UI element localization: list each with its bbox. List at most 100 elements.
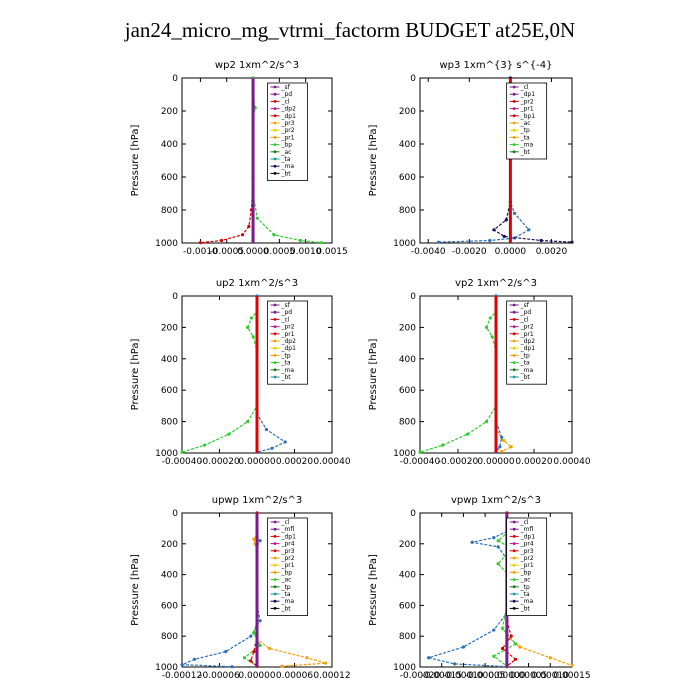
series-point bbox=[283, 440, 287, 444]
plot-frame bbox=[181, 77, 333, 244]
legend-entry: _pr1 bbox=[281, 562, 295, 569]
series-point bbox=[249, 316, 253, 320]
legend-entry: _pr3 bbox=[520, 548, 534, 555]
series-point bbox=[298, 238, 303, 243]
legend-marker bbox=[273, 150, 277, 154]
series-point bbox=[249, 659, 253, 663]
legend-marker bbox=[512, 339, 516, 343]
legend-entry: _bt bbox=[281, 374, 292, 381]
x-tick-label: -0.00040 bbox=[400, 457, 441, 467]
series-point bbox=[500, 449, 504, 454]
x-tick-label: 0.00000 bbox=[238, 671, 275, 681]
legend-entry: _cl bbox=[281, 519, 290, 526]
legend-entry: _ac bbox=[520, 120, 531, 127]
y-tick-label: 1000 bbox=[155, 239, 178, 249]
legend-entry: _pd bbox=[281, 91, 293, 98]
legend-marker bbox=[512, 346, 516, 350]
legend-entry: _bt bbox=[281, 170, 292, 177]
y-tick-label: 200 bbox=[399, 323, 416, 333]
y-tick-label: 1000 bbox=[393, 239, 416, 249]
x-tick-label: 0.0010 bbox=[290, 247, 322, 257]
series-point bbox=[512, 211, 517, 215]
legend-marker bbox=[273, 520, 277, 524]
series-point bbox=[227, 432, 231, 436]
x-tick-label: -0.00010 bbox=[443, 671, 484, 681]
legend-entry: _ac bbox=[281, 149, 292, 156]
legend-marker bbox=[512, 556, 516, 560]
x-tick-label: 0.00012 bbox=[313, 671, 350, 681]
series-point bbox=[240, 233, 245, 237]
legend-entry: _pr3 bbox=[281, 548, 295, 555]
y-tick-label: 400 bbox=[399, 571, 416, 581]
chart-panel-4: vp2 1xm^2/s^3 0 200 400 600 800 1000-0.00040-0… bbox=[368, 278, 591, 467]
x-tick-label: 0.0005 bbox=[264, 247, 296, 257]
x-tick-label: -0.00020 bbox=[438, 457, 479, 467]
y-axis-label: Pressure [hPa] bbox=[130, 554, 141, 626]
legend-marker bbox=[512, 368, 516, 372]
y-tick-label: 400 bbox=[161, 140, 178, 150]
series-point bbox=[418, 450, 422, 454]
legend-entry: _pr2 bbox=[520, 555, 534, 562]
legend-marker bbox=[512, 354, 516, 357]
legend-marker bbox=[512, 563, 516, 567]
x-tick-label: 0.00000 bbox=[488, 671, 525, 681]
series-point bbox=[484, 325, 489, 329]
y-axis-label: Pressure [hPa] bbox=[368, 554, 379, 626]
legend-entry: _sf bbox=[281, 302, 291, 309]
y-tick-label: 600 bbox=[161, 173, 178, 183]
series-point bbox=[436, 240, 441, 244]
legend-entry: _ma bbox=[281, 163, 295, 170]
legend-entry: _pr2 bbox=[520, 324, 534, 331]
legend-entry: _pr1 bbox=[520, 331, 534, 338]
y-tick-label: 0 bbox=[172, 74, 178, 84]
series-point bbox=[570, 240, 574, 244]
series-point bbox=[490, 335, 494, 339]
legend-marker bbox=[512, 107, 516, 110]
legend-marker bbox=[512, 143, 516, 147]
legend-marker bbox=[512, 150, 516, 154]
legend-entry: _pr2 bbox=[520, 98, 534, 105]
legend-marker bbox=[273, 354, 277, 357]
panel-title: vp2 1xm^2/s^3 bbox=[455, 278, 537, 289]
legend-marker bbox=[273, 107, 277, 110]
y-axis-label: Pressure [hPa] bbox=[130, 125, 141, 197]
legend-entry: _bp bbox=[281, 142, 293, 149]
legend-entry: _bt bbox=[520, 374, 531, 381]
chart-panel-6: vpwp 1xm^2/s^302004006008001000-0.00020-… bbox=[368, 495, 591, 681]
y-tick-label: 600 bbox=[399, 173, 416, 183]
legend-entry: _pr1 bbox=[281, 134, 295, 141]
x-tick-label: 0.0000 bbox=[237, 247, 269, 257]
legend-entry: _sf bbox=[520, 302, 530, 309]
plot-frame bbox=[419, 77, 573, 244]
legend-entry: _ta bbox=[281, 156, 291, 163]
y-tick-label: 1000 bbox=[155, 449, 178, 459]
series-point bbox=[496, 562, 500, 566]
legend-entry: _tp bbox=[520, 127, 530, 134]
legend-marker bbox=[273, 585, 277, 589]
y-tick-label: 200 bbox=[161, 540, 178, 550]
series-point bbox=[470, 540, 474, 544]
legend-marker bbox=[273, 143, 277, 147]
series-point bbox=[509, 445, 513, 449]
series-point bbox=[427, 656, 431, 660]
legend-marker bbox=[273, 121, 277, 125]
y-tick-label: 800 bbox=[399, 418, 416, 428]
series-point bbox=[513, 657, 518, 661]
series-point bbox=[539, 238, 543, 243]
legend-marker bbox=[273, 361, 277, 364]
series-point bbox=[242, 656, 247, 660]
legend-entry: _mfl bbox=[520, 526, 534, 533]
y-tick-label: 400 bbox=[161, 571, 178, 581]
series-line bbox=[426, 513, 508, 668]
series-point bbox=[230, 665, 234, 669]
y-tick-label: 0 bbox=[172, 292, 178, 302]
panel-title: upwp 1xm^2/s^3 bbox=[212, 495, 302, 506]
legend-marker bbox=[512, 592, 516, 596]
y-tick-label: 0 bbox=[410, 74, 416, 84]
x-tick-label: 0.0020 bbox=[536, 247, 568, 257]
x-tick-label: 0.00040 bbox=[553, 457, 590, 467]
legend-box bbox=[267, 82, 308, 181]
legend-marker bbox=[273, 549, 277, 553]
legend-marker bbox=[273, 346, 277, 350]
legend-marker bbox=[273, 128, 277, 132]
